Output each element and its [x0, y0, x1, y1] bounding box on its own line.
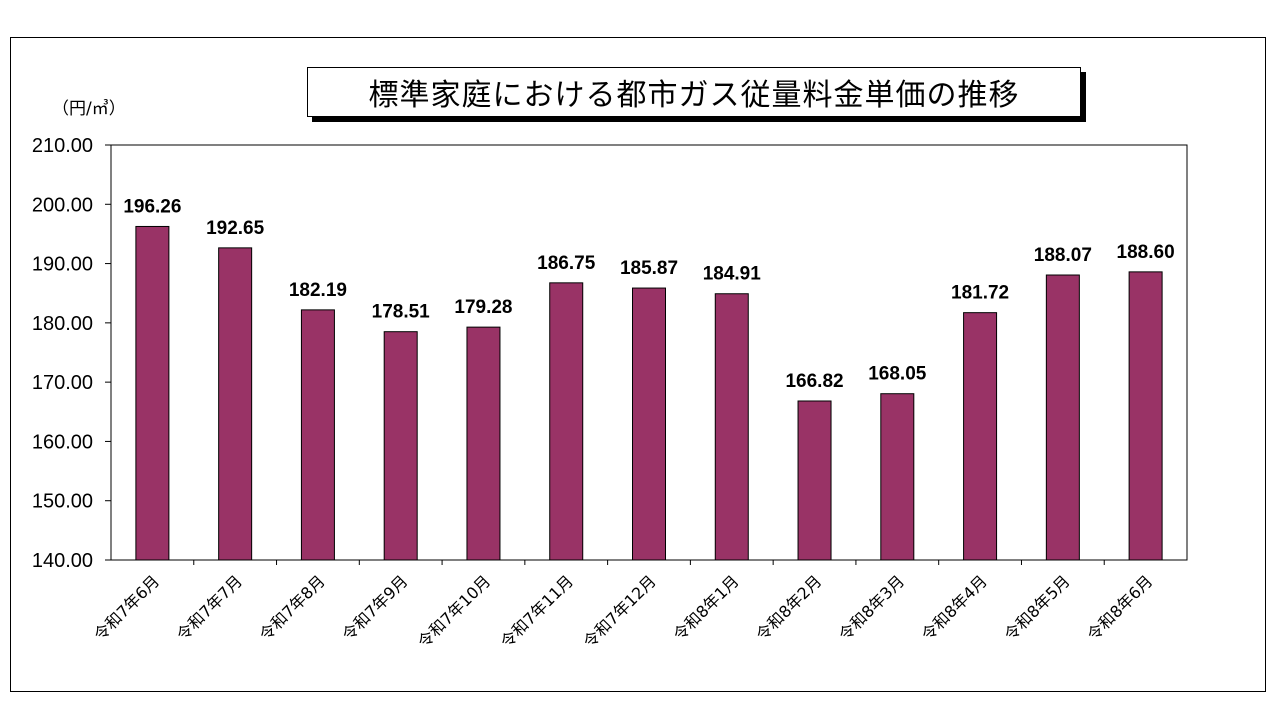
bar — [549, 282, 584, 561]
y-axis: 140.00 150.00 160.00 170.00 180.00 190.00 200.… — [32, 135, 111, 572]
bars — [135, 225, 1163, 561]
data-label: 179.28 — [454, 297, 512, 318]
x-tick-label: 令和7年7月 — [173, 571, 246, 644]
y-tick-label: 150.00 — [32, 491, 93, 513]
value-labels: 196.26 192.65 182.19 178.51 179.28 186.75 185.… — [123, 196, 1174, 392]
x-tick-label: 令和7年8月 — [256, 571, 329, 644]
x-tick-label: 令和7年6月 — [90, 571, 163, 644]
y-tick-label: 140.00 — [32, 550, 93, 572]
y-tick-label: 210.00 — [32, 135, 93, 157]
x-tick-label: 令和7年9月 — [338, 571, 411, 644]
data-label: 192.65 — [206, 218, 265, 239]
bar — [300, 309, 335, 561]
data-label: 168.05 — [868, 364, 927, 385]
x-tick-label: 令和7年12月 — [580, 571, 660, 651]
x-tick-label: 令和8年2月 — [752, 571, 825, 644]
x-tick-label: 令和7年10月 — [414, 571, 494, 651]
x-tick-label: 令和8年1月 — [670, 571, 743, 644]
bar — [1128, 271, 1163, 561]
y-tick-label: 180.00 — [32, 313, 93, 335]
data-label: 188.60 — [1117, 242, 1175, 263]
bar — [383, 331, 418, 561]
y-tick-label: 200.00 — [32, 194, 93, 216]
data-label: 181.72 — [951, 283, 1009, 304]
bar — [632, 287, 666, 561]
bar — [880, 393, 915, 561]
y-axis-unit-label: （円/㎥） — [52, 99, 126, 119]
x-tick-label: 令和8年6月 — [1083, 571, 1156, 644]
data-label: 196.26 — [123, 196, 181, 217]
x-tick-label: 令和8年4月 — [918, 571, 991, 644]
data-label: 188.07 — [1034, 245, 1092, 266]
x-tick-label: 令和8年5月 — [1001, 571, 1074, 644]
data-label: 184.91 — [703, 264, 762, 285]
bar — [466, 326, 501, 561]
bar — [714, 293, 749, 561]
y-tick-label: 190.00 — [32, 254, 93, 276]
chart-frame — [10, 37, 1266, 692]
x-axis: 令和7年6月 令和7年7月 令和7年8月 令和7年9月 令和7年10月 令和7年11月 令和… — [90, 560, 1156, 652]
bar — [1045, 274, 1080, 561]
y-tick-label: 170.00 — [32, 372, 93, 394]
bar — [218, 247, 253, 561]
bar — [135, 225, 170, 561]
data-label: 185.87 — [620, 258, 678, 279]
chart-title: 標準家庭における都市ガス従量料金単価の推移 — [368, 78, 1020, 113]
data-label: 166.82 — [785, 371, 843, 392]
bar — [963, 312, 998, 561]
y-tick-label: 160.00 — [32, 431, 93, 453]
data-label: 186.75 — [537, 253, 596, 274]
bar — [797, 400, 832, 561]
x-tick-label: 令和8年3月 — [835, 571, 908, 644]
chart-title-box: 標準家庭における都市ガス従量料金単価の推移 — [307, 67, 1081, 117]
data-label: 182.19 — [289, 280, 347, 301]
x-tick-label: 令和7年11月 — [497, 571, 577, 651]
data-label: 178.51 — [372, 302, 431, 323]
